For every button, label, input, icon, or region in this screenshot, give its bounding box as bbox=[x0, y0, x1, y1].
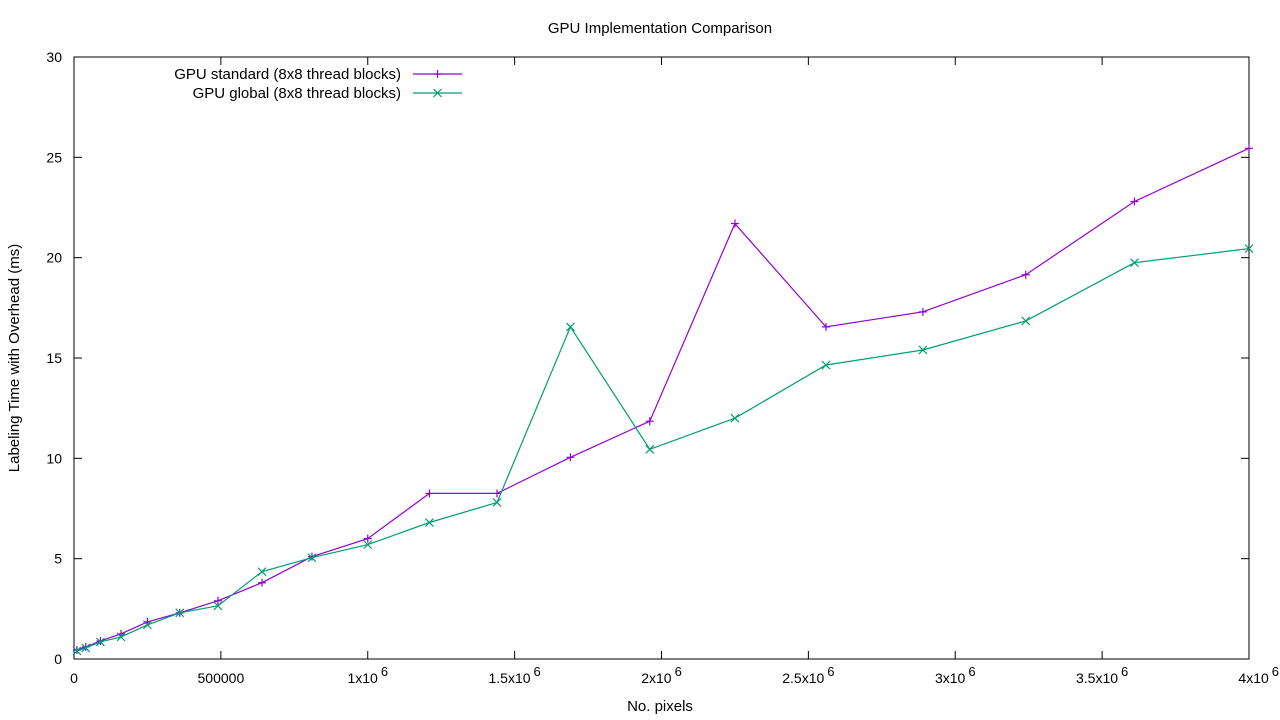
x-tick-label: 4x10 6 bbox=[1238, 664, 1279, 686]
data-point-plus bbox=[566, 453, 575, 462]
x-tick-exponent: 6 bbox=[1272, 664, 1279, 679]
data-point-plus bbox=[1021, 270, 1030, 279]
plot-frame bbox=[73, 56, 1250, 660]
data-point-x bbox=[363, 540, 373, 550]
data-point-x bbox=[918, 345, 928, 355]
x-axis-label: No. pixels bbox=[627, 698, 693, 715]
axis-ticks: 0 500000 1x10 6 1.5x10 6 2x10 6 2.5x10 6 3x10 6 3.5x… bbox=[46, 49, 1279, 686]
data-point-plus bbox=[213, 596, 222, 605]
x-tick-label: 3.5x10 6 bbox=[1076, 664, 1128, 686]
chart-title: GPU Implementation Comparison bbox=[548, 20, 772, 37]
data-point-x bbox=[433, 88, 442, 98]
x-tick-exponent: 6 bbox=[827, 664, 834, 679]
x-tick-label: 3x10 6 bbox=[935, 664, 976, 686]
series-gpu-global bbox=[72, 244, 1254, 656]
y-tick-label: 30 bbox=[46, 49, 62, 65]
data-point-x bbox=[81, 643, 91, 653]
x-tick-label: 1x10 6 bbox=[347, 664, 388, 686]
y-tick-label: 20 bbox=[46, 250, 62, 266]
data-point-plus bbox=[822, 322, 830, 331]
legend-label: GPU global (8x8 thread blocks) bbox=[193, 85, 401, 102]
data-point-x bbox=[72, 646, 82, 656]
y-tick-label: 25 bbox=[46, 149, 62, 165]
y-tick-label: 0 bbox=[54, 651, 62, 667]
data-point-x bbox=[96, 637, 105, 647]
data-point-x bbox=[730, 413, 740, 423]
legend-label: GPU standard (8x8 thread blocks) bbox=[174, 66, 401, 83]
data-point-x bbox=[821, 360, 831, 370]
data-point-x bbox=[213, 601, 223, 611]
y-tick-label: 5 bbox=[54, 551, 62, 567]
series-line bbox=[76, 147, 1250, 651]
data-point-x bbox=[1244, 244, 1254, 254]
plot-border bbox=[73, 56, 1250, 660]
data-point-x bbox=[1130, 258, 1139, 268]
x-tick-label: 2.5x10 6 bbox=[782, 664, 834, 686]
data-point-plus bbox=[1245, 144, 1253, 153]
data-point-plus bbox=[433, 70, 442, 78]
y-tick-label: 10 bbox=[46, 450, 62, 466]
x-tick-label: 1.5x10 6 bbox=[488, 664, 540, 686]
x-tick-exponent: 6 bbox=[381, 664, 388, 679]
x-tick-label: 500000 bbox=[198, 670, 245, 686]
data-point-x bbox=[116, 632, 126, 642]
data-point-plus bbox=[730, 219, 739, 228]
data-point-plus bbox=[918, 307, 927, 316]
data-point-x bbox=[645, 444, 655, 454]
data-point-x bbox=[492, 498, 502, 507]
y-tick-label: 15 bbox=[46, 350, 62, 366]
x-tick-exponent: 6 bbox=[534, 664, 541, 679]
x-tick-exponent: 6 bbox=[1121, 664, 1128, 679]
x-tick-exponent: 6 bbox=[675, 664, 682, 679]
legend: GPU standard (8x8 thread blocks) GPU glob… bbox=[174, 66, 462, 102]
data-point-x bbox=[566, 322, 575, 332]
series-gpu-standard bbox=[72, 144, 1253, 654]
x-tick-label: 0 bbox=[70, 670, 78, 686]
data-point-x bbox=[143, 620, 152, 630]
data-point-plus bbox=[1130, 197, 1139, 206]
data-point-x bbox=[1021, 316, 1031, 326]
data-point-plus bbox=[258, 578, 266, 587]
data-point-x bbox=[425, 518, 434, 527]
data-point-plus bbox=[493, 489, 501, 498]
series-layer bbox=[72, 144, 1254, 656]
y-axis-label: Labeling Time with Overhead (ms) bbox=[6, 244, 23, 472]
data-point-x bbox=[175, 608, 185, 618]
data-point-plus bbox=[425, 489, 434, 498]
data-point-x bbox=[307, 553, 317, 563]
data-point-x bbox=[257, 567, 267, 577]
x-tick-exponent: 6 bbox=[968, 664, 975, 679]
data-point-plus bbox=[645, 417, 654, 426]
data-point-plus bbox=[363, 534, 372, 543]
series-line bbox=[76, 248, 1250, 652]
x-tick-label: 2x10 6 bbox=[641, 664, 682, 686]
